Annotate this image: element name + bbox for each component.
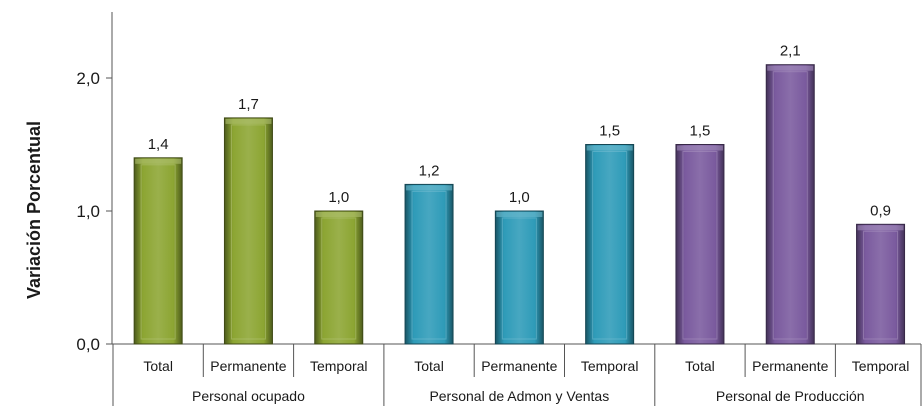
bar-top-highlight — [496, 212, 543, 217]
y-tick-label: 1,0 — [76, 202, 100, 221]
bar-top-highlight — [676, 145, 723, 151]
category-label: Temporal — [852, 358, 910, 374]
data-label: 1,5 — [690, 123, 711, 140]
bar — [585, 144, 635, 345]
data-label: 1,0 — [509, 189, 530, 206]
bar — [404, 183, 454, 345]
bar — [675, 144, 725, 345]
y-axis-label: Variación Porcentual — [24, 121, 44, 299]
data-label: 1,5 — [599, 123, 620, 140]
bar — [223, 117, 273, 345]
bar-top-highlight — [406, 185, 453, 191]
bar-bevel — [772, 71, 808, 340]
bar-bevel — [230, 124, 266, 340]
y-tick-label: 0,0 — [76, 335, 100, 354]
category-label: Temporal — [581, 358, 639, 374]
bar-top-highlight — [857, 225, 904, 231]
bar-bevel — [321, 217, 357, 340]
bar-top-highlight — [135, 158, 182, 164]
bar-bevel — [411, 190, 447, 340]
bar-top-highlight — [315, 212, 362, 217]
group-label: Personal de Producción — [716, 388, 865, 404]
category-label: Permanente — [752, 358, 828, 374]
bar-bevel — [140, 164, 176, 340]
bar-bevel — [682, 151, 718, 340]
group-label: Personal de Admon y Ventas — [429, 388, 609, 404]
data-label: 1,7 — [238, 96, 259, 113]
bar-top-highlight — [225, 118, 272, 124]
category-label: Permanente — [210, 358, 286, 374]
plot-area: 0,0 1,0 2,0 1,4 Total 1,7 Permanente 1,0 Tempora… — [76, 12, 922, 406]
data-label: 1,2 — [419, 162, 440, 179]
bar-top-highlight — [586, 145, 633, 151]
data-label: 0,9 — [870, 202, 891, 219]
bar-bevel — [501, 217, 537, 340]
bar — [133, 157, 183, 345]
category-label: Total — [414, 358, 444, 374]
y-tick-label: 2,0 — [76, 69, 100, 88]
group-label: Personal ocupado — [192, 388, 305, 404]
data-label: 1,0 — [328, 189, 349, 206]
data-label: 1,4 — [148, 136, 169, 153]
category-label: Temporal — [310, 358, 368, 374]
category-label: Total — [685, 358, 715, 374]
bar — [494, 210, 544, 345]
bar — [765, 64, 815, 345]
data-label: 2,1 — [780, 43, 801, 60]
bar — [856, 223, 906, 345]
category-label: Permanente — [481, 358, 557, 374]
bar-bevel — [592, 151, 628, 340]
bar — [314, 210, 364, 345]
bar-top-highlight — [767, 65, 814, 71]
bar-bevel — [863, 230, 899, 340]
category-label: Total — [143, 358, 173, 374]
